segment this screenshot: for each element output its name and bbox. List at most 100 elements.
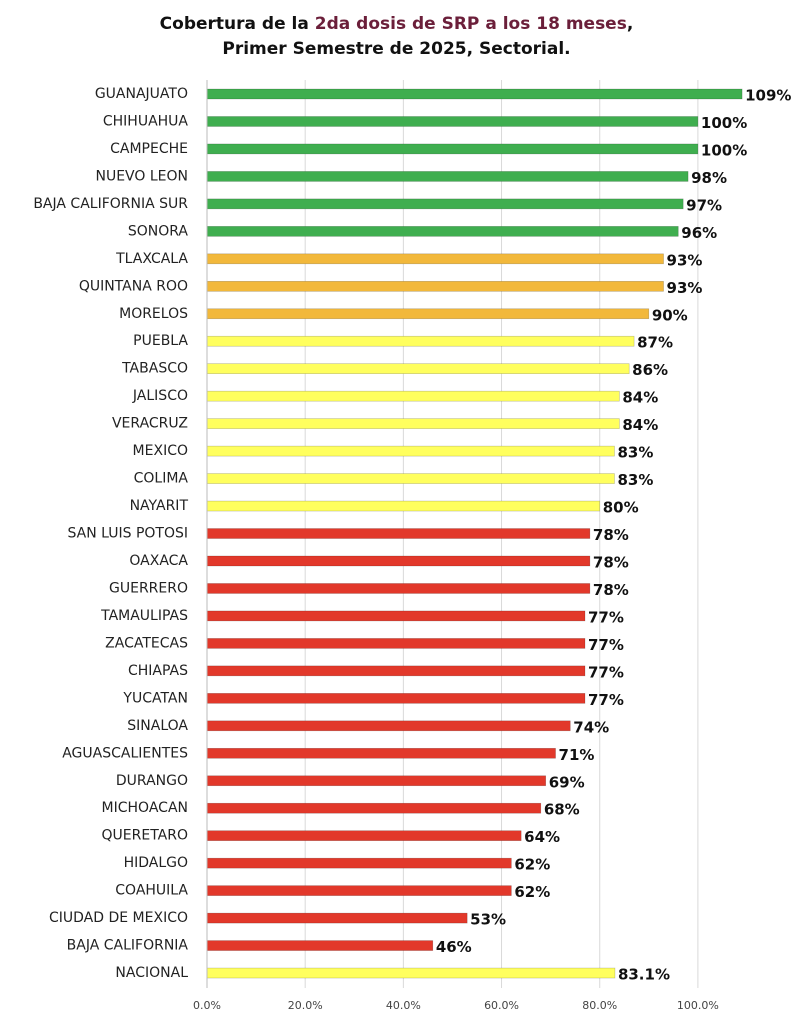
- value-label: 90%: [652, 306, 688, 324]
- bar: [206, 610, 586, 622]
- value-label: 64%: [524, 828, 560, 846]
- y-tick-label: SINALOA: [127, 718, 188, 734]
- value-label: 98%: [691, 169, 727, 187]
- value-label: 83.1%: [618, 966, 670, 984]
- x-tick-label: 100.0%: [677, 999, 719, 1012]
- y-tick-label: CHIHUAHUA: [103, 113, 189, 129]
- x-tick-label: 0.0%: [193, 999, 221, 1012]
- bar: [206, 940, 434, 951]
- value-label: 97%: [686, 196, 722, 214]
- y-tick-label: COLIMA: [134, 471, 189, 487]
- bar: [206, 390, 620, 402]
- bar: [206, 857, 512, 869]
- y-tick-label: AGUASCALIENTES: [62, 745, 188, 761]
- x-tick-label: 20.0%: [288, 999, 323, 1012]
- value-label: 78%: [593, 526, 629, 544]
- y-tick-label: QUINTANA ROO: [79, 278, 188, 294]
- bar: [206, 830, 522, 841]
- y-tick-label: NUEVO LEON: [95, 168, 188, 184]
- subtitle: Primer Semestre de 2025, Sectorial.: [222, 39, 571, 59]
- x-tick-label: 40.0%: [386, 999, 421, 1012]
- y-tick-label: TAMAULIPAS: [100, 608, 188, 624]
- value-label: 109%: [745, 87, 791, 105]
- value-label: 83%: [617, 444, 653, 462]
- value-label: 84%: [622, 416, 658, 434]
- y-tick-label: MORELOS: [119, 306, 188, 322]
- bar: [206, 638, 586, 649]
- title-highlight: 2da dosis de SRP a los 18 meses: [314, 14, 627, 34]
- bar: [206, 445, 615, 457]
- y-tick-label: OAXACA: [129, 553, 188, 569]
- value-label: 46%: [436, 938, 472, 956]
- bar: [206, 528, 591, 539]
- y-tick-label: GUANAJUATO: [95, 86, 188, 102]
- value-label: 96%: [681, 224, 717, 242]
- bar: [206, 280, 664, 292]
- value-label: 87%: [637, 334, 673, 352]
- bar: [206, 802, 542, 814]
- bar: [206, 335, 635, 347]
- y-tick-label: VERACRUZ: [112, 416, 188, 432]
- bar: [206, 418, 620, 429]
- y-tick-label: QUERETARO: [102, 828, 188, 844]
- bar: [206, 198, 684, 210]
- y-tick-label: NACIONAL: [115, 965, 188, 981]
- bar: [206, 885, 512, 896]
- bar: [206, 116, 699, 127]
- y-tick-label: MICHOACAN: [102, 800, 188, 816]
- value-label: 100%: [701, 141, 747, 159]
- y-tick-label: CAMPECHE: [110, 141, 188, 157]
- y-tick-label: JALISCO: [132, 388, 188, 404]
- chart-header: Cobertura de la 2da dosis de SRP a los 1…: [0, 12, 793, 62]
- bar: [206, 226, 679, 237]
- bar: [206, 253, 664, 265]
- value-label: 93%: [667, 251, 703, 269]
- y-tick-label: CHIAPAS: [128, 663, 188, 679]
- bar: [206, 665, 586, 677]
- bar: [206, 143, 699, 155]
- value-label: 62%: [514, 883, 550, 901]
- y-tick-label: GUERRERO: [109, 580, 188, 596]
- x-tick-label: 60.0%: [484, 999, 519, 1012]
- y-tick-label: COAHUILA: [115, 883, 188, 899]
- value-label: 84%: [622, 389, 658, 407]
- bar: [206, 308, 650, 320]
- y-tick-label: ZACATECAS: [105, 635, 188, 651]
- y-tick-label: NAYARIT: [130, 498, 189, 514]
- title-line: Cobertura de la 2da dosis de SRP a los 1…: [0, 12, 793, 37]
- y-tick-label: YUCATAN: [122, 690, 188, 706]
- value-label: 77%: [588, 608, 624, 626]
- bar: [206, 88, 743, 100]
- value-label: 77%: [588, 636, 624, 654]
- bar: [206, 693, 586, 704]
- bar: [206, 583, 591, 594]
- y-tick-label: SONORA: [128, 223, 189, 239]
- bar: [206, 720, 571, 732]
- value-label: 78%: [593, 553, 629, 571]
- y-tick-label: PUEBLA: [133, 333, 188, 349]
- y-tick-label: MEXICO: [133, 443, 188, 459]
- bar: [206, 473, 615, 484]
- value-label: 80%: [603, 499, 639, 517]
- y-tick-label: TABASCO: [121, 361, 188, 377]
- bar: [206, 912, 468, 924]
- y-tick-label: TLAXCALA: [115, 251, 188, 267]
- value-label: 77%: [588, 663, 624, 681]
- value-label: 86%: [632, 361, 668, 379]
- value-label: 53%: [470, 911, 506, 929]
- bar: [206, 363, 630, 375]
- bar: [206, 775, 547, 787]
- value-label: 78%: [593, 581, 629, 599]
- value-label: 71%: [559, 746, 595, 764]
- y-tick-label: CIUDAD DE MEXICO: [49, 910, 188, 926]
- title-part: Cobertura de la: [159, 14, 309, 34]
- y-tick-label: SAN LUIS POTOSI: [67, 526, 188, 542]
- bar: [206, 967, 616, 979]
- value-label: 93%: [667, 279, 703, 297]
- value-label: 83%: [617, 471, 653, 489]
- bar: [206, 171, 689, 182]
- value-label: 74%: [573, 718, 609, 736]
- y-tick-label: DURANGO: [116, 773, 188, 789]
